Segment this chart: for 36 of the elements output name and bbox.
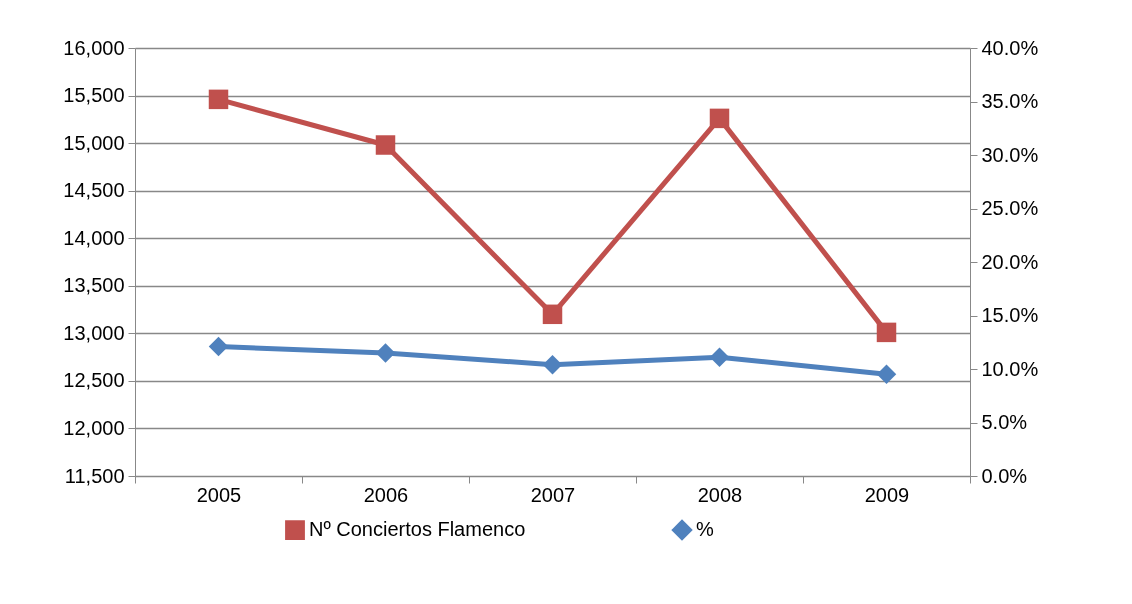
- x-tick-label: 2007: [530, 483, 576, 506]
- point: [208, 89, 229, 110]
- x-tick-label: 2005: [196, 483, 242, 506]
- y2-tick-label: 15.0%: [981, 304, 1039, 326]
- y2-tick-label: 20.0%: [981, 250, 1039, 273]
- point: [375, 343, 396, 363]
- point: [542, 354, 563, 375]
- y-tick-label: 12,500: [63, 369, 125, 392]
- y2-tick-label: 10.0%: [981, 357, 1039, 380]
- y-tick-label: 14,000: [63, 226, 125, 249]
- y-tick-label: 14,500: [63, 179, 125, 202]
- y2-tick-label: 35.0%: [981, 90, 1039, 112]
- y-tick-label: 15,000: [63, 131, 125, 154]
- y-tick-label: 12,000: [63, 416, 125, 439]
- y2-tick-label: 5.0%: [981, 411, 1028, 433]
- point: [709, 108, 730, 129]
- y2-tick-label: 30.0%: [981, 143, 1039, 166]
- y-tick-label: 13,000: [63, 321, 125, 344]
- point: [709, 347, 730, 367]
- y-tick-label: 11,500: [64, 464, 125, 487]
- y2-tick-label: 0.0%: [981, 464, 1028, 487]
- point: [542, 304, 563, 325]
- y-tick-label: 15,500: [63, 84, 125, 107]
- y-tick-label: 16,000: [63, 36, 125, 59]
- point: [208, 336, 229, 357]
- x-tick-label: 2006: [363, 483, 409, 506]
- point: [375, 135, 396, 155]
- y2-tick-label: 40.0%: [981, 36, 1039, 59]
- x-tick-label: 2009: [864, 483, 910, 506]
- legend-label: Nº Conciertos Flamenco: [309, 518, 526, 541]
- x-tick-label: 2008: [697, 483, 743, 506]
- y2-tick-label: 25.0%: [981, 197, 1039, 219]
- y-tick-label: 13,500: [63, 274, 125, 297]
- point: [876, 364, 897, 385]
- legend-label: %: [696, 518, 714, 541]
- point: [876, 322, 897, 343]
